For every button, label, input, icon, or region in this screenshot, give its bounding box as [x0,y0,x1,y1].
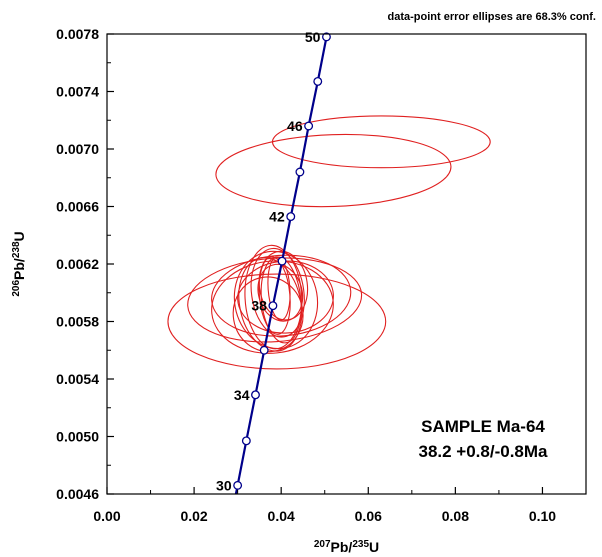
age-marker [304,121,314,131]
y-tick-label: 0.0066 [56,199,99,215]
y-tick-label: 0.0050 [56,429,99,445]
concordia-line [234,36,328,494]
y-axis-title-sup2: 238 [11,241,22,258]
age-marker [241,436,251,446]
y-tick-label: 0.0074 [56,84,99,100]
x-axis-title: 207Pb/235U [314,539,379,556]
age-marker [268,301,278,311]
x-axis-title-sup2: 235 [352,539,369,550]
sample-name-annotation: SAMPLE Ma-64 [421,417,545,436]
x-axis: 0.00 0.02 0.04 0.06 0.08 0.10 [93,487,556,524]
y-tick-label: 0.0070 [56,141,99,157]
age-marker [277,256,287,266]
y-tick-label: 0.0062 [56,256,99,272]
age-marker [313,76,323,86]
error-ellipses [167,115,491,370]
y-axis: 0.0046 0.0050 0.0054 0.0058 0.0062 0.0066 0.00… [56,26,114,502]
x-axis-title-base: Pb/ [331,539,353,555]
age-marker [251,390,260,400]
age-marker-label: 34 [234,387,250,403]
y-tick-label: 0.0058 [56,314,99,330]
age-marker-label: 50 [305,29,321,45]
error-ellipse [244,244,303,350]
error-ellipse [250,247,305,338]
error-ellipse-note: data-point error ellipses are 68.3% conf… [388,11,596,23]
x-tick-label: 0.06 [355,508,382,524]
y-axis-title: 206Pb/238U [11,231,28,296]
error-ellipse [167,273,387,370]
y-axis-title-tail: U [11,231,27,241]
age-marker-label: 30 [216,477,232,493]
x-tick-label: 0.08 [442,508,469,524]
age-marker-label: 42 [269,209,285,225]
x-tick-label: 0.04 [268,508,295,524]
age-marker [233,480,243,490]
y-tick-label: 0.0054 [56,371,99,387]
age-marker-label: 38 [251,298,267,314]
age-marker-label: 46 [287,118,303,134]
error-ellipse [211,254,352,337]
age-marker [322,32,331,42]
y-axis-title-base: Pb/ [11,258,27,280]
error-ellipse [258,250,309,321]
concordia-curve: 30 34 38 42 46 50 [216,29,331,494]
x-axis-title-tail: U [369,539,379,555]
age-result-annotation: 38.2 +0.8/-0.8Ma [418,442,548,461]
x-tick-label: 0.10 [529,508,556,524]
error-ellipse [232,276,304,353]
y-tick-label: 0.0078 [56,26,99,42]
x-tick-label: 0.00 [93,508,120,524]
age-marker [295,167,305,177]
error-ellipse [267,256,291,321]
age-marker [259,345,269,355]
x-axis-title-sup1: 207 [314,539,331,550]
age-marker [286,212,296,222]
y-tick-label: 0.0046 [56,486,99,502]
error-ellipse [271,115,491,169]
y-axis-title-sup1: 206 [11,280,22,297]
x-tick-label: 0.02 [180,508,207,524]
error-ellipse [215,133,452,208]
